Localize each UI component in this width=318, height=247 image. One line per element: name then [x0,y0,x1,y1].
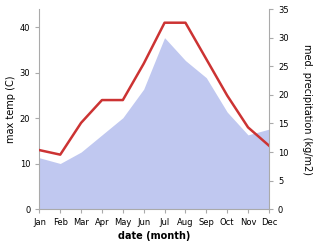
X-axis label: date (month): date (month) [118,231,190,242]
Y-axis label: max temp (C): max temp (C) [5,75,16,143]
Y-axis label: med. precipitation (kg/m2): med. precipitation (kg/m2) [302,44,313,175]
